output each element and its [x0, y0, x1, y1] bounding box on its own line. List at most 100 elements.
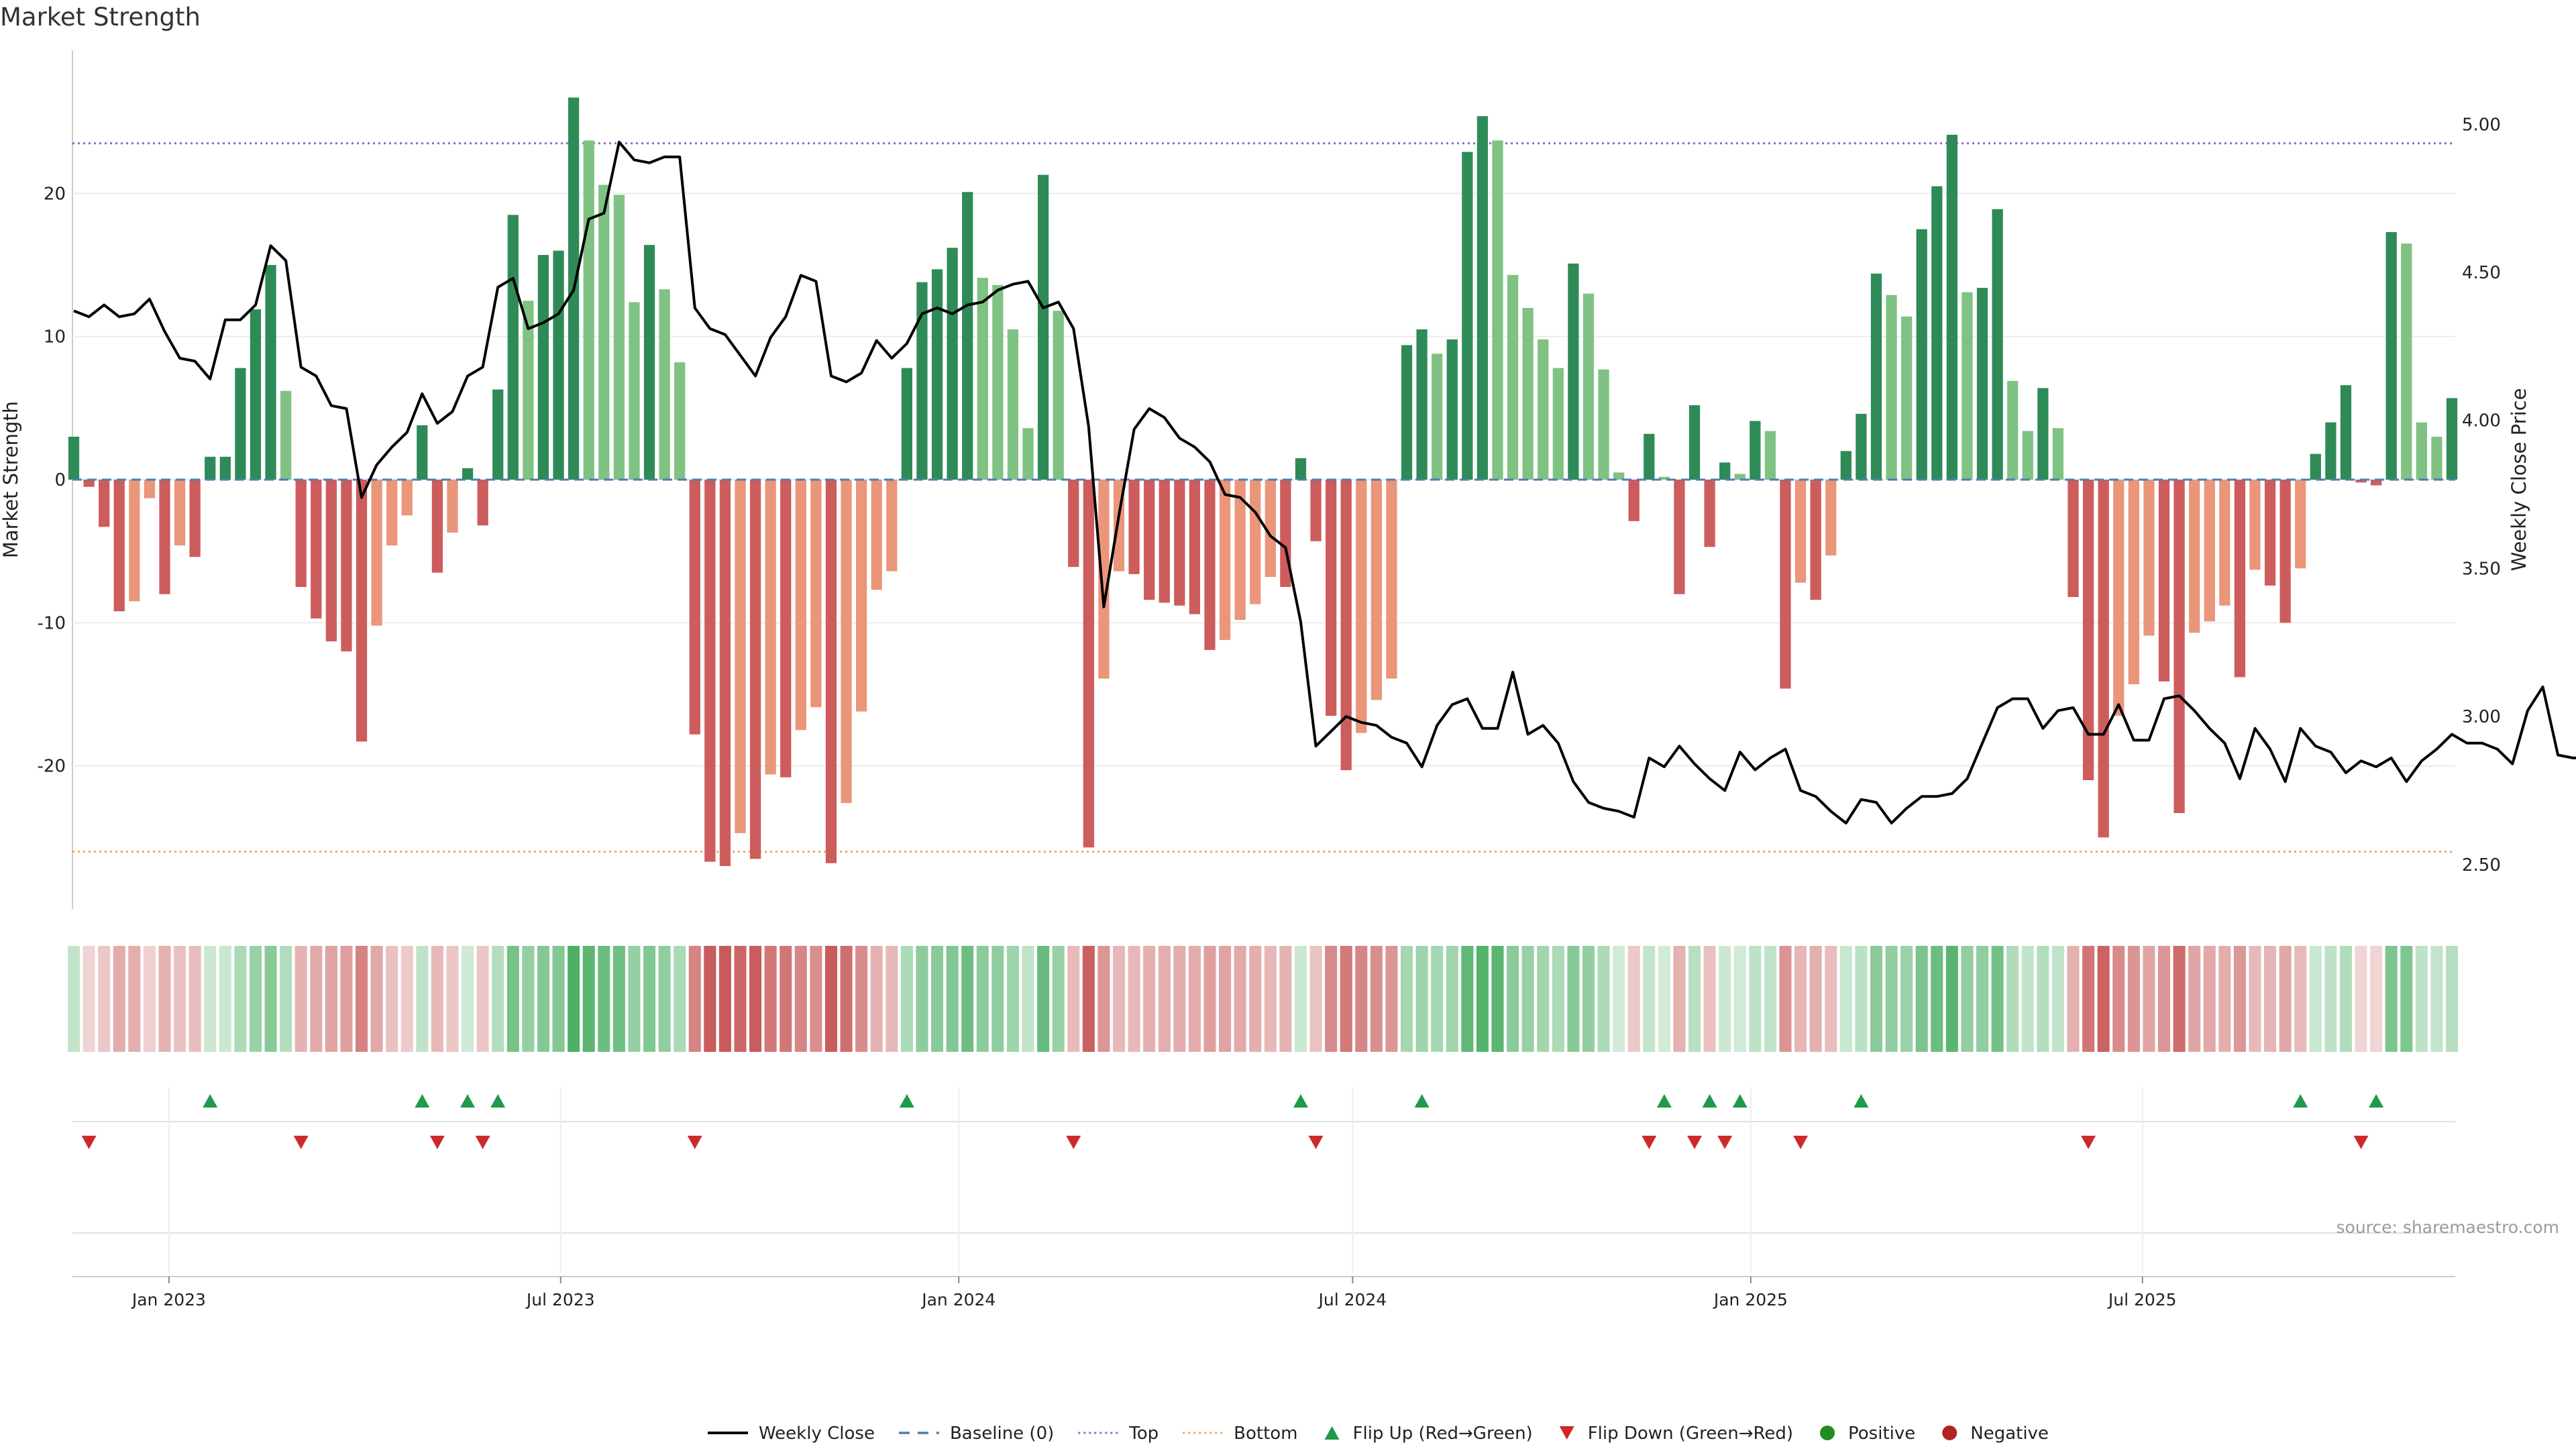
flip-down-marker [475, 1136, 490, 1149]
intensity-cell [249, 946, 262, 1052]
strength-bar [1976, 288, 1988, 480]
strength-bar [99, 480, 110, 527]
intensity-cell [128, 946, 141, 1052]
intensity-cell [446, 946, 459, 1052]
intensity-cell [658, 946, 671, 1052]
strength-bar [2370, 480, 2382, 486]
intensity-cell [885, 946, 898, 1052]
strength-bar [280, 390, 292, 480]
intensity-cell [1158, 946, 1171, 1052]
intensity-cell [189, 946, 201, 1052]
strength-bar [1674, 480, 1685, 594]
intensity-cell [98, 946, 111, 1052]
strength-bar [1189, 480, 1201, 614]
intensity-cell [612, 946, 625, 1052]
intensity-cell [1627, 946, 1640, 1052]
intensity-cell [1112, 946, 1126, 1052]
strength-bar [1780, 480, 1791, 689]
strength-bar [83, 480, 95, 487]
intensity-cell [1733, 946, 1746, 1052]
legend-item-flip_up: Flip Up (Red→Green) [1324, 1424, 1533, 1444]
intensity-cell [83, 946, 95, 1052]
legend-label: Negative [1970, 1424, 2049, 1444]
strength-bar [401, 480, 413, 516]
strength-bar [1144, 480, 1155, 600]
intensity-cell [1188, 946, 1201, 1052]
strength-bar [2113, 480, 2125, 716]
intensity-cell [1279, 946, 1292, 1052]
strength-bar [2219, 480, 2231, 606]
legend: Weekly Close Baseline (0) Top Bottom Flip Up… [708, 1424, 2049, 1444]
legend-item-positive: Positive [1820, 1424, 1915, 1444]
intensity-cell [2355, 946, 2367, 1052]
intensity-cell [174, 946, 186, 1052]
intensity-cell [204, 946, 217, 1052]
intensity-cell [1143, 946, 1156, 1052]
intensity-cell [1749, 946, 1762, 1052]
intensity-cell [2143, 946, 2155, 1052]
strength-bar [1856, 413, 1867, 480]
intensity-cell [1037, 946, 1050, 1052]
flip-down-marker [81, 1136, 97, 1149]
flip-up-marker [1656, 1094, 1672, 1108]
intensity-cell [1507, 946, 1519, 1052]
legend-item-flip_down: Flip Down (Green→Red) [1559, 1424, 1793, 1444]
flip-up-marker [460, 1094, 476, 1108]
intensity-cell [643, 946, 656, 1052]
strength-bar [1582, 293, 1595, 480]
strength-bar [735, 480, 746, 833]
intensity-cell [264, 946, 277, 1052]
intensity-cell [113, 946, 125, 1052]
intensity-cell [1855, 946, 1868, 1052]
strength-bar [2128, 480, 2139, 685]
intensity-cell [2082, 946, 2095, 1052]
strength-bar [2052, 428, 2064, 480]
strength-bar [431, 480, 443, 573]
strength-bar [1688, 405, 1701, 480]
intensity-cell [976, 946, 989, 1052]
x-tick-label: Jul 2023 [525, 1290, 595, 1309]
intensity-cell [931, 946, 944, 1052]
intensity-cell [1446, 946, 1458, 1052]
intensity-cell [840, 946, 853, 1052]
intensity-cell [2051, 946, 2064, 1052]
intensity-cell [2309, 946, 2322, 1052]
intensity-cell [143, 946, 156, 1052]
intensity-cell [1370, 946, 1383, 1052]
intensity-cell [370, 946, 383, 1052]
strength-bar [1462, 152, 1473, 480]
strength-bar [1325, 480, 1337, 716]
strength-bar [931, 269, 943, 480]
intensity-cell [598, 946, 610, 1052]
flip-down-marker [1642, 1136, 1657, 1149]
intensity-cell [1945, 946, 1958, 1052]
intensity-cell [2097, 946, 2110, 1052]
strength-bar [447, 480, 458, 533]
legend-swatch [1324, 1426, 1340, 1440]
strength-bar [2264, 480, 2276, 586]
intensity-cell [2037, 946, 2049, 1052]
y-right-tick-label: 3.50 [2462, 559, 2501, 579]
strength-bar [1219, 480, 1231, 640]
strength-bar [295, 480, 307, 587]
strength-bar [1719, 462, 1731, 480]
intensity-cell [2385, 946, 2398, 1052]
intensity-cell [991, 946, 1004, 1052]
strength-bar [916, 282, 928, 480]
strength-bar [613, 195, 625, 480]
legend-item-bottom: Bottom [1183, 1424, 1298, 1444]
strength-bar [1159, 480, 1170, 603]
flip-down-marker [293, 1136, 309, 1149]
intensity-cell [492, 946, 504, 1052]
y-right-tick-label: 3.00 [2462, 707, 2501, 727]
strength-bar [2234, 480, 2246, 678]
strength-bar [1401, 345, 1413, 480]
strength-bar [1598, 369, 1609, 480]
intensity-cell [674, 946, 686, 1052]
intensity-cell [294, 946, 307, 1052]
intensity-cell [1309, 946, 1322, 1052]
legend-item-baseline: Baseline (0) [898, 1424, 1054, 1444]
strength-bar [1538, 339, 1549, 480]
strength-bar [704, 480, 716, 862]
intensity-cell [2067, 946, 2080, 1052]
